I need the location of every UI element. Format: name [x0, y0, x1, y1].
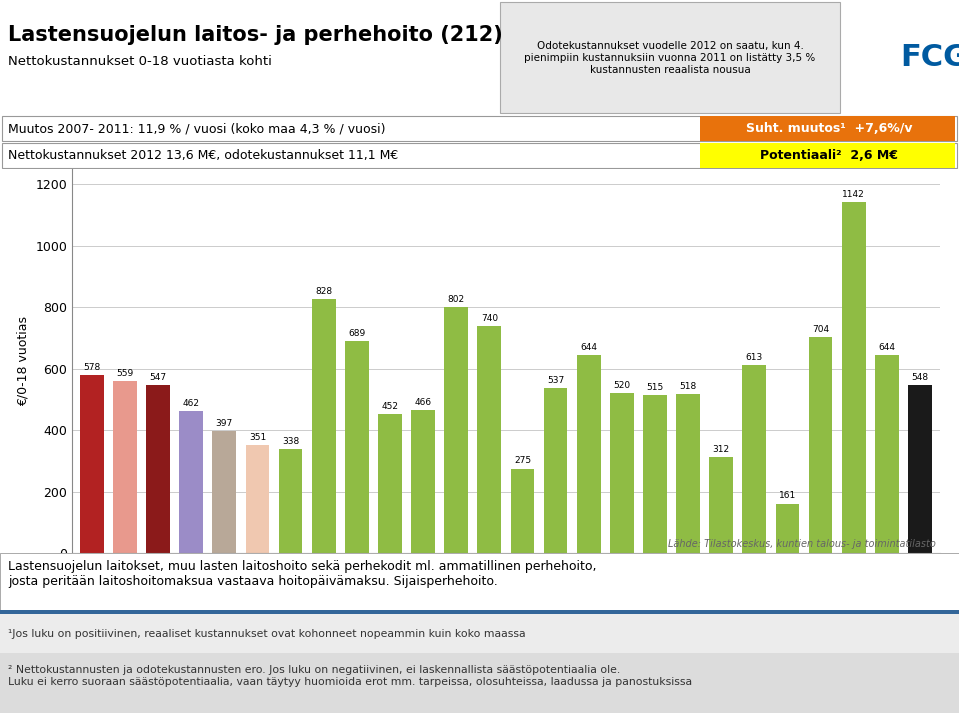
Bar — [478, 326, 502, 553]
Bar — [500, 2, 840, 113]
Text: Potentiaali²  2,6 M€: Potentiaali² 2,6 M€ — [760, 149, 899, 162]
Text: .: . — [955, 45, 959, 83]
Bar — [576, 355, 600, 553]
Text: Nettokustannukset 2012 13,6 M€, odotekustannukset 11,1 M€: Nettokustannukset 2012 13,6 M€, odotekus… — [8, 149, 398, 162]
Bar — [808, 337, 832, 553]
Bar — [908, 384, 932, 553]
Bar — [246, 445, 269, 553]
Y-axis label: €/0-18 vuotias: €/0-18 vuotias — [16, 316, 30, 406]
Text: 537: 537 — [547, 376, 564, 385]
Text: 452: 452 — [382, 402, 398, 411]
Text: 547: 547 — [150, 373, 167, 382]
Bar — [700, 143, 955, 168]
Text: 548: 548 — [911, 373, 928, 381]
Text: 704: 704 — [812, 324, 830, 334]
Text: 689: 689 — [348, 329, 365, 338]
Text: 740: 740 — [480, 314, 498, 322]
Text: Suht. muutos¹  +7,6%/v: Suht. muutos¹ +7,6%/v — [746, 122, 913, 135]
Text: 644: 644 — [580, 343, 597, 352]
Text: Nettokustannukset 0-18 vuotiasta kohti: Nettokustannukset 0-18 vuotiasta kohti — [8, 55, 271, 68]
Text: FCG: FCG — [900, 43, 959, 73]
Text: 161: 161 — [779, 491, 796, 501]
Bar — [842, 202, 866, 553]
Text: Lastensuojelun laitokset, muu lasten laitoshoito sekä perhekodit ml. ammatilline: Lastensuojelun laitokset, muu lasten lai… — [8, 560, 596, 588]
Bar — [212, 431, 236, 553]
Bar — [444, 307, 468, 553]
Text: 397: 397 — [216, 419, 233, 428]
Text: 559: 559 — [116, 369, 133, 378]
Text: ² Nettokustannusten ja odotekustannusten ero. Jos luku on negatiivinen, ei laske: ² Nettokustannusten ja odotekustannusten… — [8, 665, 692, 687]
Text: ¹Jos luku on positiivinen, reaaliset kustannukset ovat kohonneet nopeammin kuin : ¹Jos luku on positiivinen, reaaliset kus… — [8, 629, 526, 639]
Text: 338: 338 — [282, 437, 299, 446]
Text: Muutos 2007- 2011: 11,9 % / vuosi (koko maa 4,3 % / vuosi): Muutos 2007- 2011: 11,9 % / vuosi (koko … — [8, 122, 386, 135]
Bar — [742, 364, 766, 553]
Text: 520: 520 — [613, 381, 630, 390]
Bar — [700, 116, 955, 141]
Text: Lastensuojelun laitos- ja perhehoito (212): Lastensuojelun laitos- ja perhehoito (21… — [8, 25, 503, 45]
Bar — [312, 299, 336, 553]
Text: Odotekustannukset vuodelle 2012 on saatu, kun 4.
pienimpiin kustannuksiin vuonna: Odotekustannukset vuodelle 2012 on saatu… — [525, 41, 815, 75]
Bar — [279, 449, 302, 553]
Text: 578: 578 — [83, 364, 101, 372]
Text: 613: 613 — [746, 353, 763, 361]
Text: 802: 802 — [448, 294, 465, 304]
Text: 351: 351 — [248, 433, 266, 442]
Bar — [710, 457, 733, 553]
Bar — [610, 394, 634, 553]
Bar — [80, 376, 104, 553]
Text: 466: 466 — [414, 398, 432, 407]
Text: 1142: 1142 — [842, 190, 865, 199]
Bar — [643, 395, 667, 553]
Bar — [510, 468, 534, 553]
Bar — [676, 394, 700, 553]
Text: 828: 828 — [316, 287, 332, 296]
Text: 518: 518 — [679, 381, 696, 391]
Text: 644: 644 — [878, 343, 896, 352]
Bar — [544, 388, 568, 553]
Bar — [776, 503, 800, 553]
Text: 462: 462 — [182, 399, 199, 408]
Bar — [378, 414, 402, 553]
Bar — [113, 381, 137, 553]
Bar — [179, 411, 203, 553]
Bar — [875, 355, 899, 553]
Text: 312: 312 — [713, 445, 730, 454]
Bar — [146, 385, 170, 553]
Text: 275: 275 — [514, 456, 531, 466]
Text: 515: 515 — [646, 383, 664, 391]
Bar — [411, 410, 435, 553]
Bar — [345, 342, 368, 553]
Text: Lähde: Tilastokeskus, kuntien talous- ja toimintatilasto: Lähde: Tilastokeskus, kuntien talous- ja… — [667, 539, 935, 549]
